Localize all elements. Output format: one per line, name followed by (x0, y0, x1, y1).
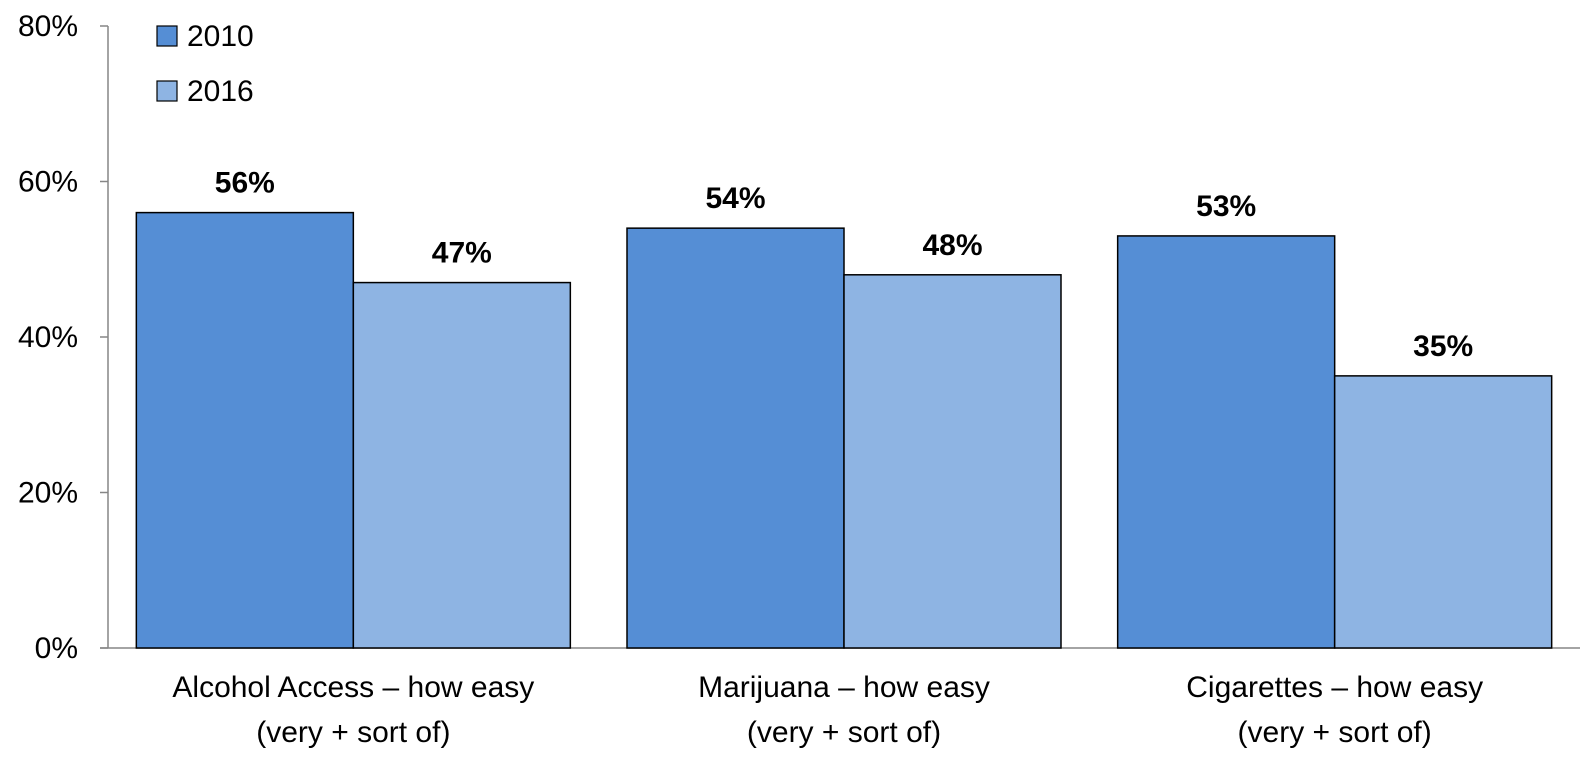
y-tick-label: 40% (18, 321, 78, 354)
legend-label-2010: 2010 (187, 20, 254, 53)
data-labels: 56% 47% 54% 48% 53% 35% (215, 167, 1473, 363)
category-label: Marijuana – how easy (698, 671, 990, 704)
category-label: Cigarettes – how easy (1186, 671, 1483, 704)
category-label: (very + sort of) (256, 716, 450, 749)
legend-label-2016: 2016 (187, 75, 254, 108)
data-label: 47% (432, 237, 492, 270)
category-label: (very + sort of) (747, 716, 941, 749)
data-label: 48% (922, 229, 982, 262)
legend: 2010 2016 (156, 20, 254, 108)
data-label: 53% (1196, 190, 1256, 223)
bar-2010-2 (1116, 235, 1336, 649)
bar-2010-0 (135, 211, 355, 649)
data-label: 54% (705, 182, 765, 215)
data-label: 56% (215, 167, 275, 200)
bar-2016-2 (1333, 375, 1553, 649)
data-label: 35% (1413, 330, 1473, 363)
bar-2016-0 (352, 281, 572, 649)
bar-2010-1 (626, 227, 845, 649)
y-tick-label: 20% (18, 477, 78, 510)
bar-2016-1 (843, 274, 1062, 649)
legend-swatch-2016 (156, 80, 178, 102)
y-tick-label: 0% (35, 632, 78, 665)
category-label: Alcohol Access – how easy (172, 671, 534, 704)
category-label: (very + sort of) (1238, 716, 1432, 749)
y-tick-label: 80% (18, 10, 78, 43)
legend-swatch-2010 (156, 25, 178, 47)
y-tick-label: 60% (18, 166, 78, 199)
bars (135, 211, 1553, 649)
category-labels: Alcohol Access – how easy (very + sort of… (172, 671, 1483, 749)
